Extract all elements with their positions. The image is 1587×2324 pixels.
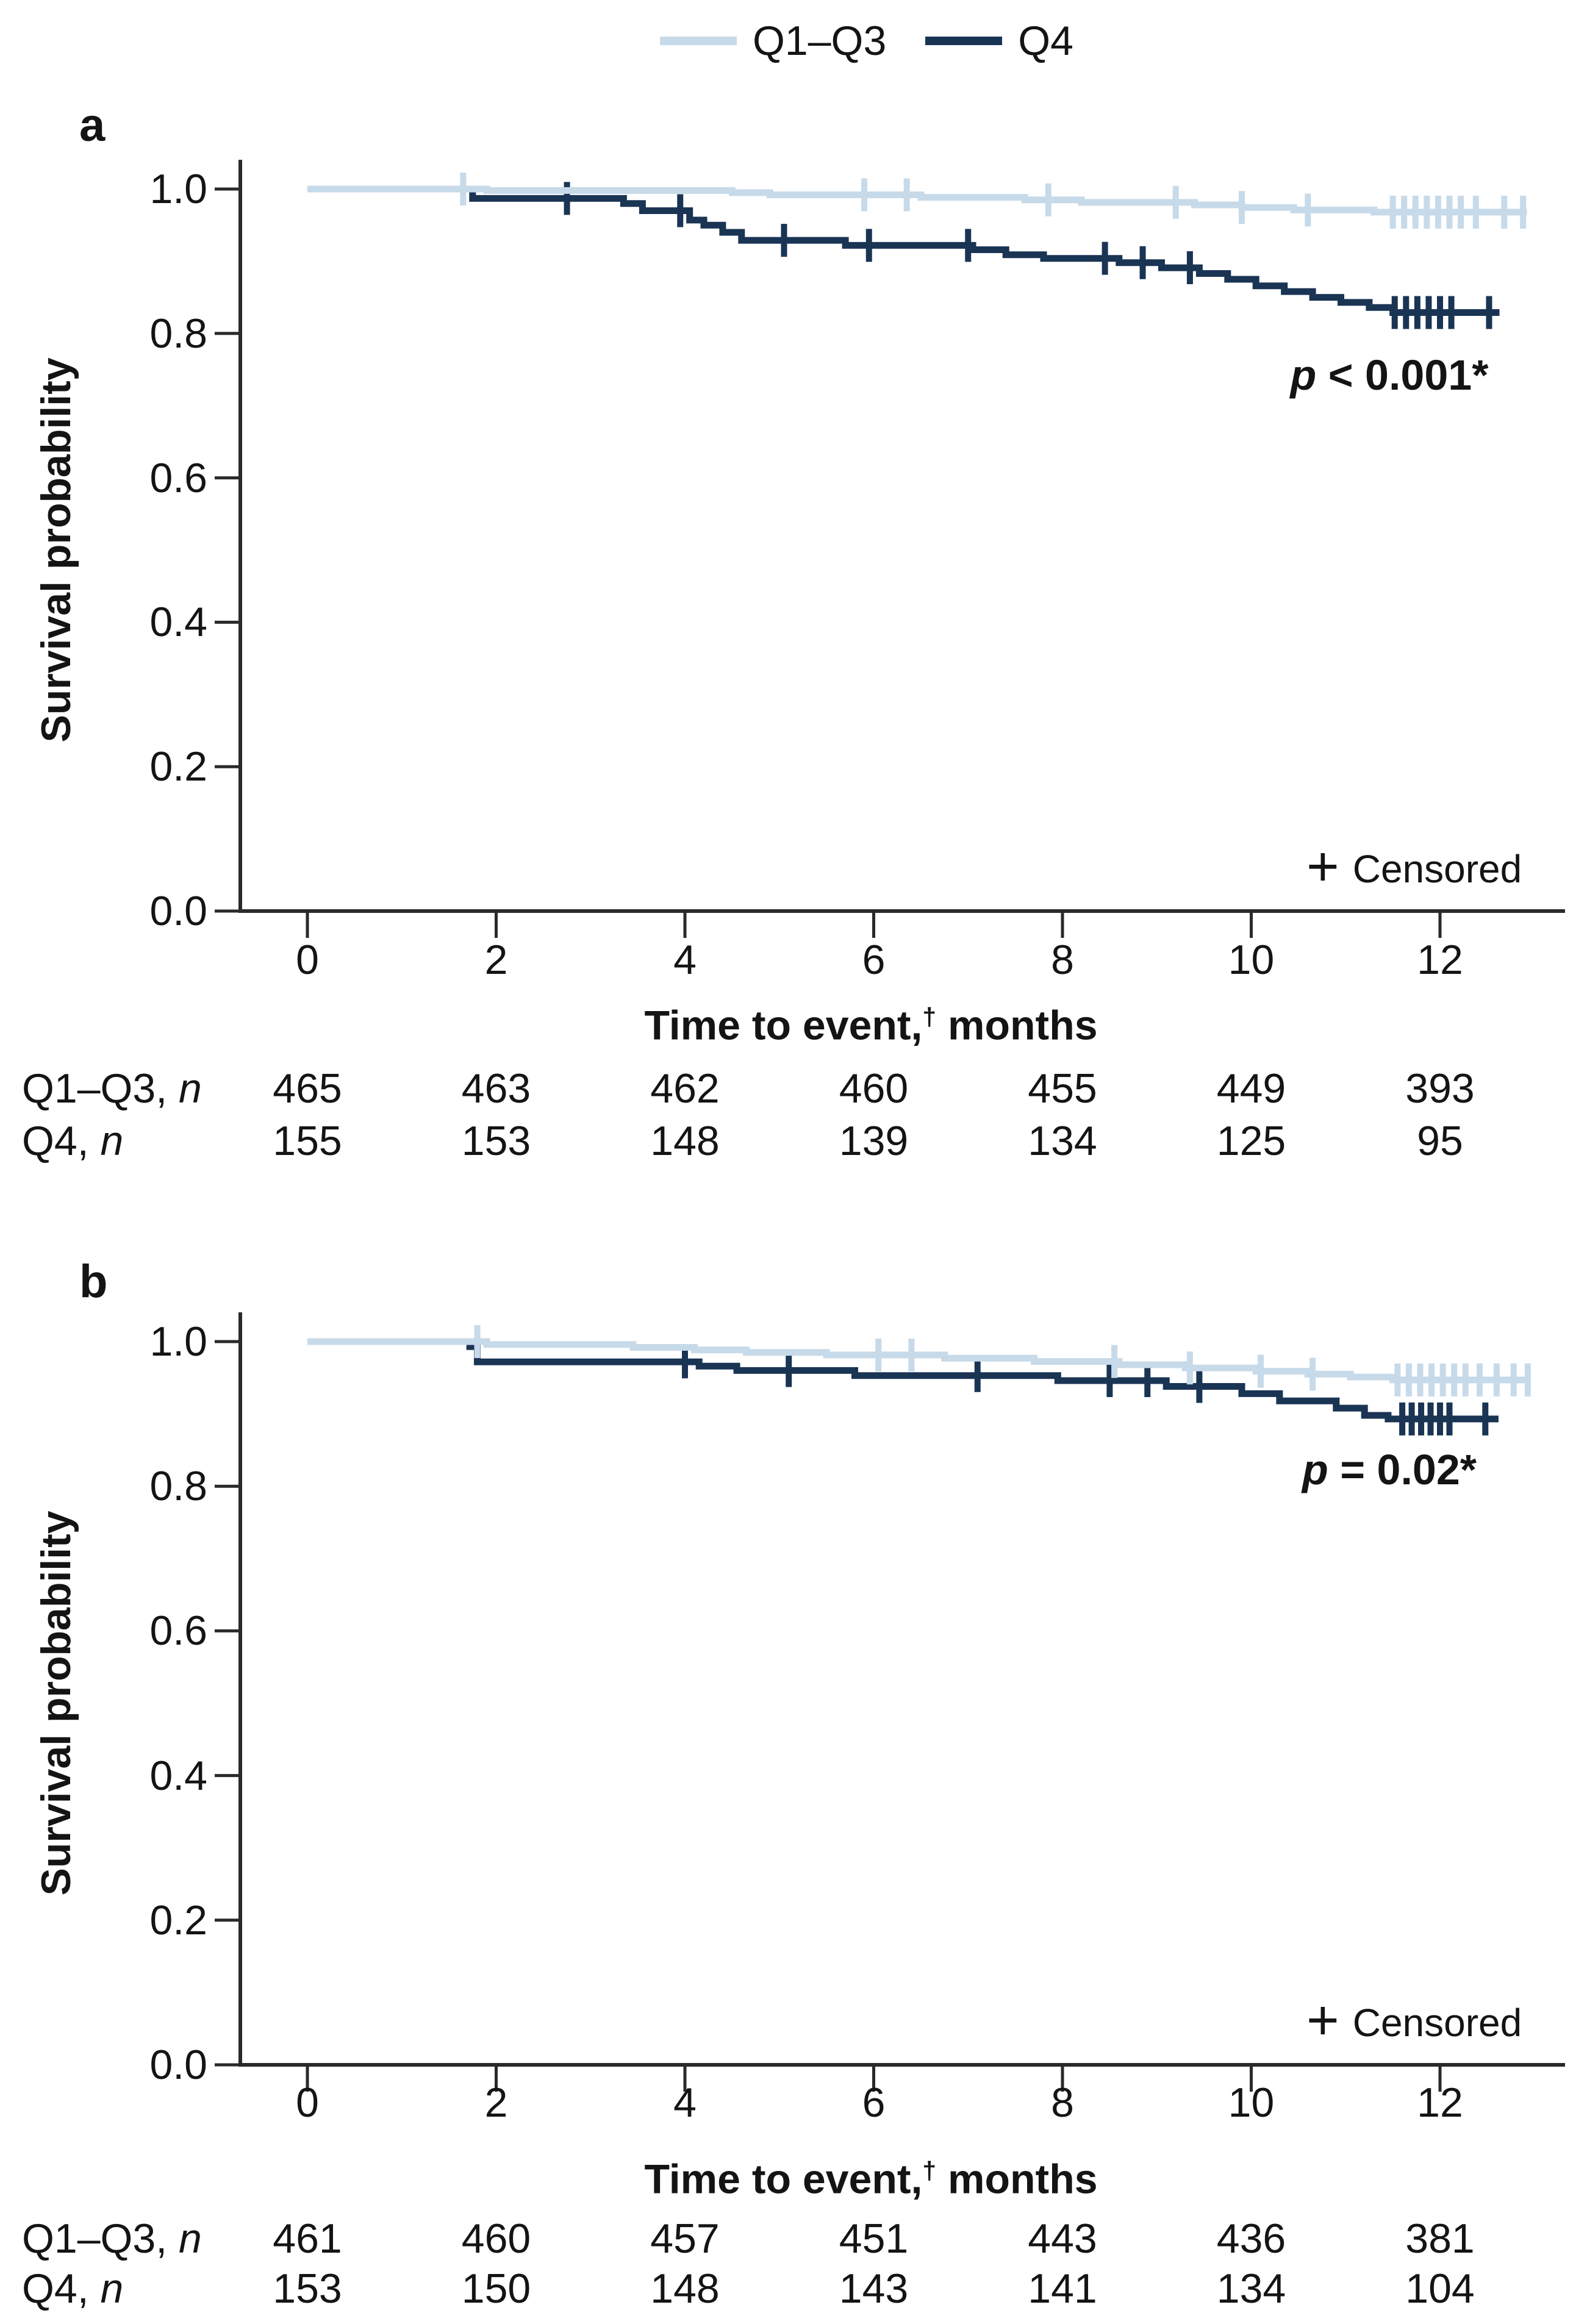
p-text: = 0.02* xyxy=(1328,1446,1477,1493)
y-tick-label: 0.4 xyxy=(149,599,207,646)
risk-count: 134 xyxy=(1028,1118,1097,1164)
risk-count: 451 xyxy=(839,2215,909,2262)
x-tick-label: 6 xyxy=(862,2079,886,2126)
risk-count: 457 xyxy=(650,2215,720,2262)
legend-swatch-q4-line xyxy=(925,37,1003,45)
censored-legend-a: + Censored xyxy=(1306,835,1522,898)
risk-count: 381 xyxy=(1405,2215,1475,2262)
legend-label-q1q3: Q1–Q3 xyxy=(753,18,887,64)
risk-count: 95 xyxy=(1417,1118,1463,1164)
legend-swatch-q1q3-line xyxy=(660,37,737,45)
km-panel-a-plot xyxy=(215,160,1565,938)
panel-label-b: b xyxy=(79,1256,108,1307)
x-tick-label: 4 xyxy=(673,2079,697,2126)
risk-count: 461 xyxy=(273,2215,342,2262)
panel-label-a: a xyxy=(79,99,106,151)
risk-count: 148 xyxy=(650,1118,720,1164)
y-axis-title-b: Survival probability xyxy=(33,1511,79,1896)
dagger-symbol: † xyxy=(922,2156,937,2184)
x-tick-label: 6 xyxy=(862,937,886,983)
y-axis-title-a: Survival probability xyxy=(33,357,79,743)
risk-count: 139 xyxy=(839,1118,909,1164)
x-tick-label: 4 xyxy=(673,937,697,983)
risk-count: 153 xyxy=(461,1118,531,1164)
x-tick-label: 0 xyxy=(296,937,319,983)
risk-row-label-q1q3-a: Q1–Q3, n xyxy=(22,1065,202,1112)
km-curve-q1q3 xyxy=(307,185,1527,216)
risk-count: 143 xyxy=(839,2265,909,2312)
x-axis-title-text: Time to event, xyxy=(644,2156,923,2203)
legend-label-q4: Q4 xyxy=(1018,18,1073,64)
risk-count: 443 xyxy=(1028,2215,1097,2262)
risk-row-label-q1q3-b: Q1–Q3, n xyxy=(22,2215,202,2262)
x-axis-title-a: Time to event,† months xyxy=(261,994,1481,1048)
censored-label: Censored xyxy=(1352,847,1522,891)
risk-count: 393 xyxy=(1405,1065,1475,1112)
y-tick-label: 1.0 xyxy=(149,166,207,212)
risk-count: 462 xyxy=(650,1065,720,1112)
risk-count: 104 xyxy=(1405,2265,1475,2312)
p-value-annotation-a: p < 0.001* xyxy=(1206,352,1572,398)
x-tick-label: 2 xyxy=(484,937,508,983)
risk-count: 463 xyxy=(461,1065,531,1112)
censored-plus-icon: + xyxy=(1306,835,1339,898)
x-axis-title-b: Time to event,† months xyxy=(261,2148,1481,2202)
risk-row-label-q4-b: Q4, n xyxy=(22,2265,124,2312)
y-tick-label: 0.0 xyxy=(149,2042,207,2088)
y-tick-label: 0.2 xyxy=(149,743,207,790)
y-tick-label: 0.6 xyxy=(149,454,207,501)
risk-count: 449 xyxy=(1216,1065,1286,1112)
risk-count: 150 xyxy=(461,2265,531,2312)
y-tick-label: 1.0 xyxy=(149,1318,207,1365)
risk-count: 465 xyxy=(273,1065,342,1112)
y-tick-label: 0.2 xyxy=(149,1897,207,1943)
x-axis-title-text: months xyxy=(936,2156,1098,2203)
x-tick-label: 12 xyxy=(1417,2079,1463,2126)
risk-count: 436 xyxy=(1216,2215,1286,2262)
x-axis-title-text: Time to event, xyxy=(644,1002,923,1049)
risk-count: 141 xyxy=(1028,2265,1097,2312)
p-text: < 0.001* xyxy=(1316,351,1489,399)
legend-item-q4: Q4 xyxy=(925,17,1073,65)
y-tick-label: 0.8 xyxy=(149,1463,207,1510)
p-value-annotation-b: p = 0.02* xyxy=(1206,1446,1572,1493)
x-tick-label: 10 xyxy=(1228,2079,1275,2126)
x-tick-label: 8 xyxy=(1051,2079,1074,2126)
y-tick-label: 0.8 xyxy=(149,310,207,357)
km-panel-b-plot xyxy=(215,1312,1565,2092)
risk-count: 460 xyxy=(839,1065,909,1112)
km-curve-q1q3 xyxy=(307,1338,1530,1384)
x-axis-title-text: months xyxy=(936,1002,1098,1049)
legend: Q1–Q3 Q4 xyxy=(73,17,1587,65)
dagger-symbol: † xyxy=(922,1003,937,1031)
risk-count: 155 xyxy=(273,1118,342,1164)
risk-count: 460 xyxy=(461,2215,531,2262)
x-tick-label: 0 xyxy=(296,2079,319,2126)
y-tick-label: 0.6 xyxy=(149,1607,207,1654)
p-symbol: p xyxy=(1302,1446,1328,1493)
risk-row-label-q4-a: Q4, n xyxy=(22,1118,124,1164)
x-tick-label: 12 xyxy=(1417,937,1463,983)
x-tick-label: 2 xyxy=(484,2079,508,2126)
y-tick-label: 0.4 xyxy=(149,1752,207,1799)
censored-label: Censored xyxy=(1352,2001,1522,2045)
x-tick-label: 8 xyxy=(1051,937,1074,983)
legend-item-q1q3: Q1–Q3 xyxy=(660,17,886,65)
censored-legend-b: + Censored xyxy=(1306,1989,1522,2051)
y-tick-label: 0.0 xyxy=(149,888,207,934)
risk-count: 148 xyxy=(650,2265,720,2312)
risk-count: 134 xyxy=(1216,2265,1286,2312)
censored-plus-icon: + xyxy=(1306,1989,1339,2051)
x-tick-label: 10 xyxy=(1228,937,1275,983)
km-curve-q4 xyxy=(307,185,1500,316)
risk-count: 455 xyxy=(1028,1065,1097,1112)
risk-count: 153 xyxy=(273,2265,342,2312)
p-symbol: p xyxy=(1290,351,1317,399)
risk-count: 125 xyxy=(1216,1118,1286,1164)
